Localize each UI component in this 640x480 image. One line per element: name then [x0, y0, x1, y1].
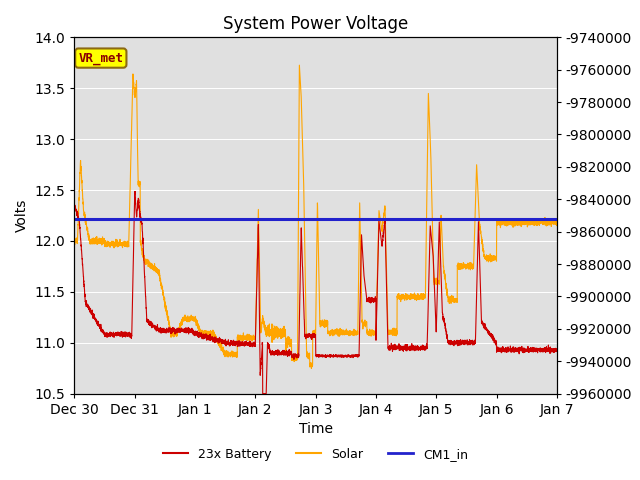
Legend: 23x Battery, Solar, CM1_in: 23x Battery, Solar, CM1_in	[158, 443, 474, 466]
X-axis label: Time: Time	[299, 422, 333, 436]
Title: System Power Voltage: System Power Voltage	[223, 15, 408, 33]
Y-axis label: Volts: Volts	[15, 199, 29, 232]
Text: VR_met: VR_met	[78, 51, 124, 65]
